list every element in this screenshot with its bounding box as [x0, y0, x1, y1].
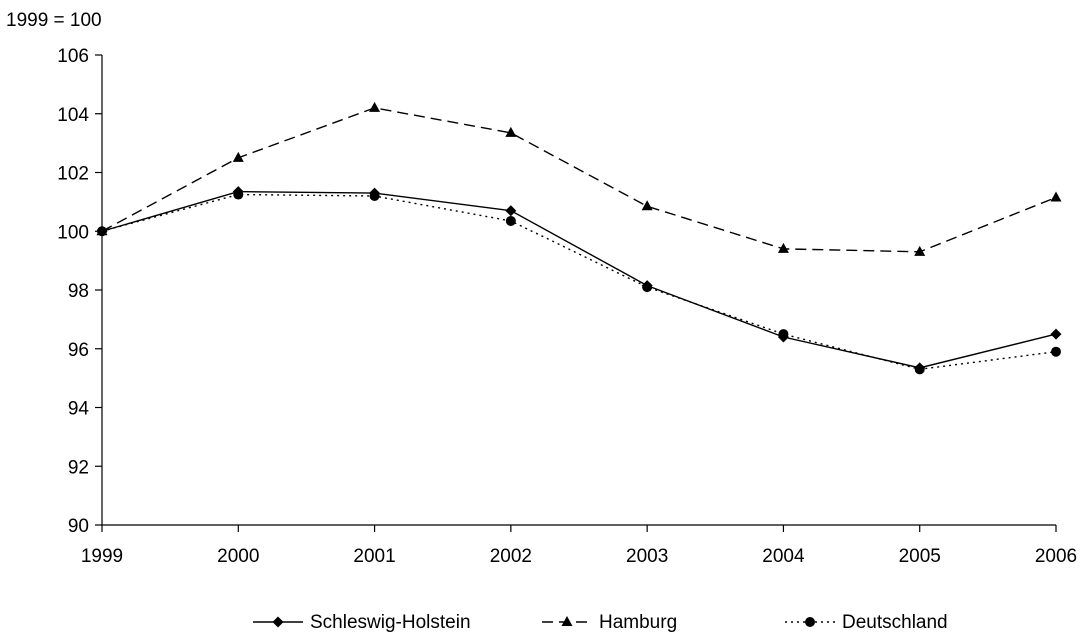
y-tick-label: 96: [68, 340, 89, 361]
y-unit-label: 1999 = 100: [6, 10, 102, 31]
data-point: [1050, 191, 1062, 202]
series-0: [96, 186, 1062, 374]
x-tick-label: 2005: [899, 546, 941, 567]
data-point: [914, 245, 926, 256]
legend-item: Deutschland: [785, 612, 948, 633]
y-tick-label: 100: [57, 222, 89, 243]
axes: 90 92 94 96 98 100 102 104 106 1999 2000 2001 2002 20…: [57, 46, 1077, 567]
data-point: [505, 126, 517, 137]
data-point: [777, 242, 789, 253]
legend-marker: [561, 616, 573, 626]
x-tick-label: 2006: [1035, 546, 1077, 567]
y-tick-label: 90: [68, 516, 89, 537]
legend-label: Deutschland: [842, 612, 948, 633]
legend-label: Hamburg: [599, 612, 677, 633]
y-tick-label: 104: [57, 105, 89, 126]
legend-label: Schleswig-Holstein: [310, 612, 471, 633]
legend-item: Schleswig-Holstein: [253, 612, 471, 633]
legend-marker: [805, 617, 815, 627]
series-2: [97, 189, 1061, 375]
series-line: [101, 193, 1057, 371]
series-1: [96, 101, 1062, 256]
data-point: [1051, 346, 1061, 357]
series-layer: [96, 101, 1062, 375]
y-tick-label: 102: [57, 164, 89, 185]
data-point: [233, 189, 244, 200]
data-point: [505, 205, 517, 217]
x-tick-label: 2002: [490, 546, 532, 567]
data-point: [369, 101, 381, 112]
legend: Schleswig-Holstein Hamburg Deutschland: [253, 612, 948, 633]
data-point: [232, 151, 244, 162]
y-tick-label: 98: [68, 281, 89, 302]
y-tick-label: 94: [68, 399, 90, 420]
y-tick-label: 106: [57, 46, 89, 67]
data-point: [778, 329, 789, 340]
data-point: [914, 364, 925, 375]
x-tick-label: 2001: [353, 546, 395, 567]
series-line: [101, 190, 1057, 369]
data-point: [505, 215, 516, 226]
data-point: [1050, 328, 1062, 340]
x-tick-label: 2003: [626, 546, 668, 567]
legend-marker: [272, 616, 284, 628]
x-tick-label: 2004: [762, 546, 805, 567]
series-line: [101, 107, 1057, 253]
y-tick-label: 92: [68, 457, 89, 478]
x-tick-label: 1999: [81, 546, 123, 567]
data-point: [641, 200, 653, 211]
data-point: [369, 191, 380, 201]
legend-item: Hamburg: [542, 612, 677, 633]
data-point: [97, 226, 107, 237]
data-point: [642, 282, 653, 293]
x-tick-label: 2000: [217, 546, 259, 567]
